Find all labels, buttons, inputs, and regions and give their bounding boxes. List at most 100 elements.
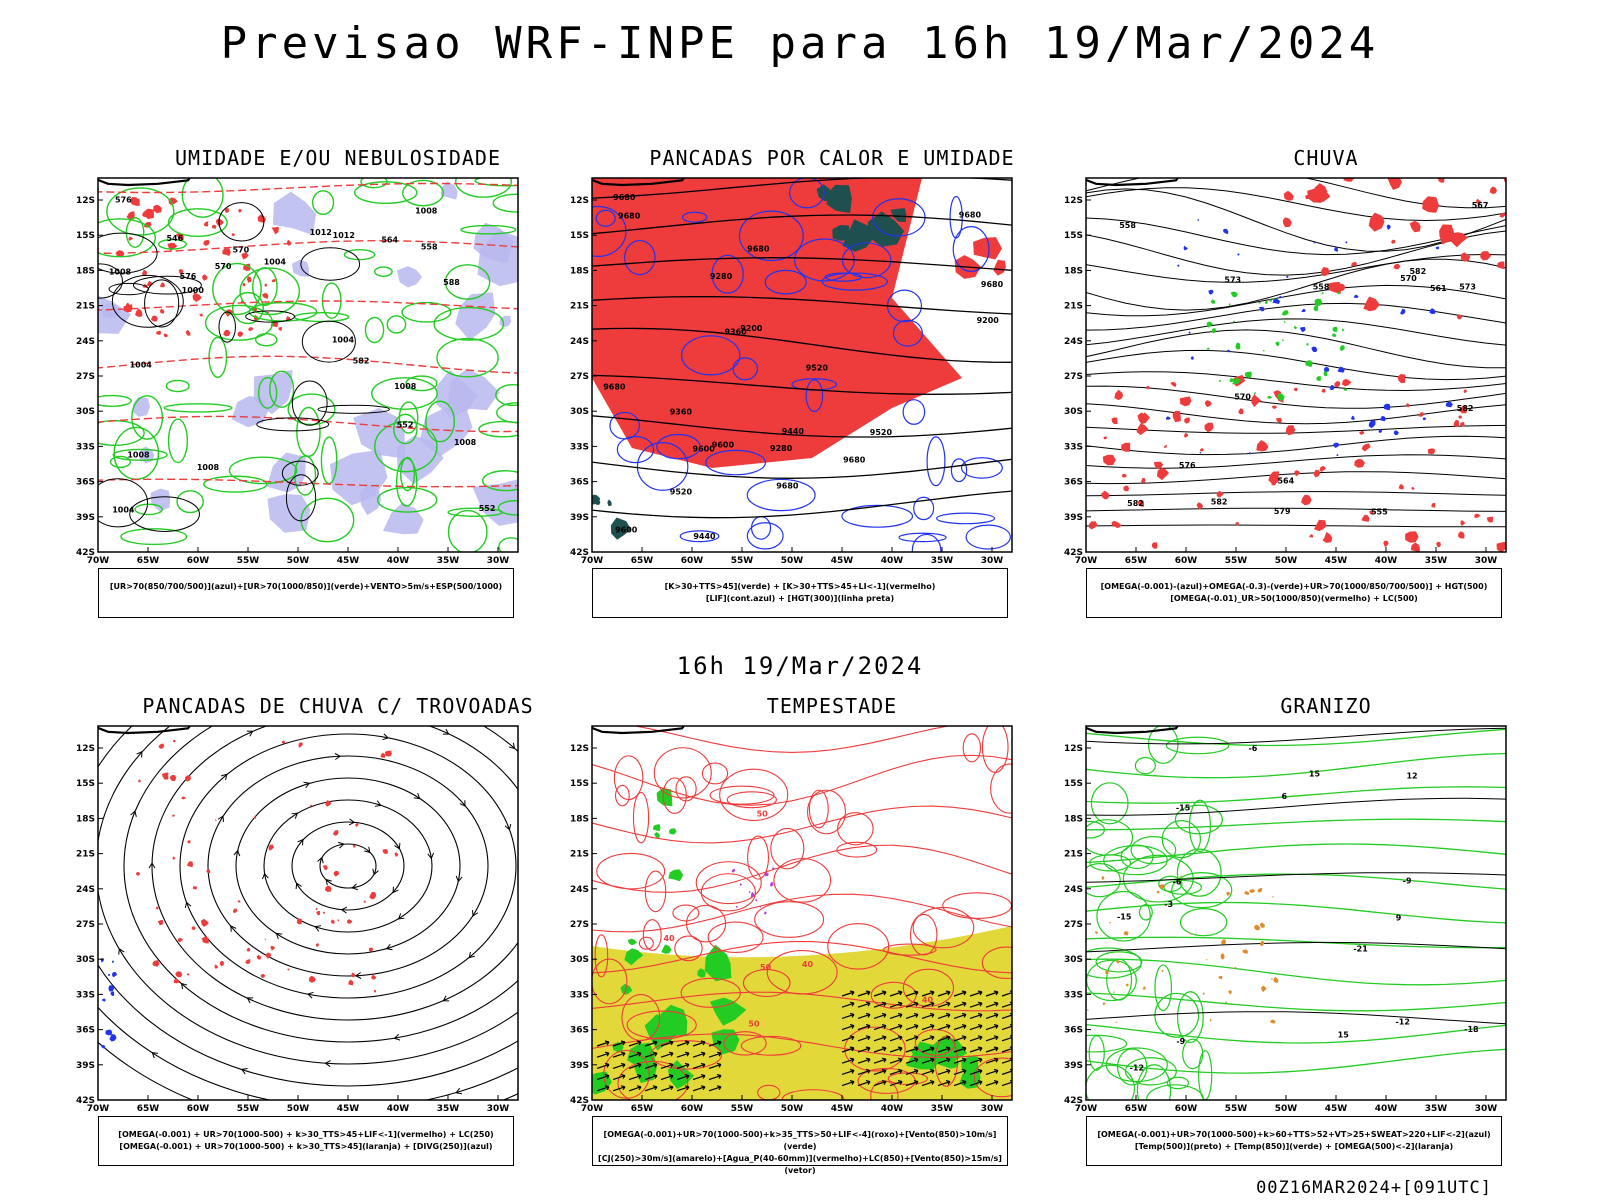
contour-ring — [1176, 848, 1222, 897]
stream-arrow — [374, 800, 382, 807]
contour-ring — [805, 379, 824, 413]
legend-line: [OMEGA(-0.001)+UR>70(1000-500)+k>35_TTS>… — [603, 1130, 997, 1151]
field-area — [394, 852, 399, 857]
field-area — [200, 918, 209, 927]
field-area — [1218, 379, 1221, 382]
field-area — [1259, 941, 1265, 947]
field-area — [867, 211, 905, 247]
wind-vector — [841, 1068, 855, 1075]
lon-label: 65W — [1125, 1104, 1148, 1114]
lat-label: 33S — [76, 442, 95, 452]
contour-ring — [402, 179, 445, 207]
lon-label: 40W — [387, 1104, 410, 1114]
field-area — [158, 743, 165, 749]
lat-label: 30S — [570, 955, 589, 965]
contour-line — [1086, 491, 1506, 497]
field-area — [175, 233, 184, 241]
field-area — [1261, 985, 1267, 993]
field-area — [1259, 306, 1265, 312]
field-area — [1257, 887, 1263, 893]
field-area — [890, 208, 907, 223]
lon-label: 50W — [781, 1104, 804, 1114]
wind-vector — [905, 1057, 919, 1064]
wind-vector — [889, 1080, 903, 1087]
contour-ring — [134, 503, 163, 516]
field-area — [1459, 405, 1468, 414]
stream-arrow — [442, 728, 450, 735]
legend-box: [OMEGA(-0.001)+UR>70(1000-500)+k>60+TTS>… — [1086, 1116, 1502, 1166]
field-area — [1279, 295, 1282, 299]
contour-ring — [1166, 1076, 1190, 1090]
contour-line — [1086, 471, 1506, 485]
wind-vector — [1001, 1012, 1012, 1019]
weather-map: 1008 1008 1004 1004 1000 1008 1008 1004 10121012… — [76, 177, 519, 566]
field-area — [1188, 331, 1191, 334]
field-area — [222, 248, 231, 256]
lon-label: 55W — [1225, 556, 1248, 566]
wind-vector — [628, 1074, 642, 1081]
contour-label: 9360 — [670, 408, 693, 417]
field-area — [704, 944, 732, 982]
field-area — [1321, 267, 1330, 277]
lat-label: 39S — [1064, 1061, 1083, 1071]
field-area — [1332, 333, 1337, 337]
wind-vector — [873, 1001, 887, 1008]
contour-label: -15 — [1117, 913, 1132, 922]
contour-label: 1004 — [112, 506, 135, 515]
streamline — [179, 733, 517, 999]
contour-ring — [112, 448, 168, 461]
wind-vector — [905, 990, 919, 997]
field-area — [1281, 339, 1284, 342]
field-area — [153, 204, 162, 214]
contour-ring — [176, 490, 204, 514]
stream-arrow — [136, 750, 143, 758]
contour-line — [1086, 1048, 1506, 1074]
field-area — [262, 293, 269, 299]
field-area — [1368, 420, 1376, 429]
contour-line — [1086, 1011, 1506, 1025]
wind-vector — [660, 1062, 674, 1069]
wind-vector — [889, 1068, 903, 1075]
field-area — [382, 849, 388, 854]
contour-label: 579 — [1274, 507, 1291, 516]
streamline — [263, 799, 433, 933]
lat-label: 15S — [570, 231, 589, 241]
contour-ring — [626, 1010, 697, 1040]
lon-label: 65W — [631, 556, 654, 566]
field-area — [187, 840, 191, 844]
lat-label: 21S — [570, 850, 589, 860]
field-area — [1227, 349, 1231, 353]
contour-label: 1004 — [130, 361, 153, 370]
wind-vector — [937, 1024, 951, 1031]
field-area — [1343, 178, 1355, 182]
contour-line — [592, 490, 1012, 519]
contour-label: 9520 — [806, 363, 829, 372]
contour-label: -12 — [1395, 1017, 1409, 1026]
contour-ring — [746, 522, 784, 550]
contour-ring — [165, 379, 190, 393]
streamline — [319, 843, 377, 889]
lon-label: 30W — [1475, 556, 1498, 566]
field-area — [310, 804, 313, 807]
field-area — [755, 899, 758, 902]
field-area — [1436, 541, 1441, 548]
map-frame — [97, 725, 519, 1101]
stream-arrow — [221, 773, 228, 781]
wind-vector — [953, 1080, 967, 1087]
field-area — [750, 892, 755, 897]
lat-label: 42S — [1064, 1096, 1083, 1106]
wind-vector — [857, 1080, 871, 1087]
field-area — [136, 871, 141, 876]
weather-map: 9680968096809680968096809680960096009520… — [570, 177, 1013, 566]
field-area — [1184, 417, 1190, 424]
lat-label: 36S — [1064, 478, 1083, 488]
contour-ring — [1086, 820, 1106, 839]
field-area — [1234, 378, 1241, 385]
contour-ring — [936, 512, 996, 525]
wind-vector — [937, 1046, 951, 1053]
contour-line — [1086, 329, 1506, 369]
lat-label: 21S — [1064, 850, 1083, 860]
stream-arrow — [291, 812, 299, 819]
wind-vector — [692, 1085, 706, 1092]
lon-label: 60W — [681, 1104, 704, 1114]
